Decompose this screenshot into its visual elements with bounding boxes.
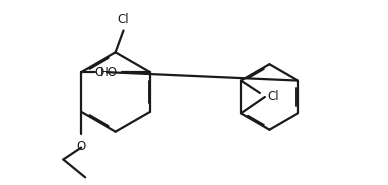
Text: HO: HO [100,66,118,79]
Text: O: O [76,140,86,153]
Text: Cl: Cl [118,14,129,26]
Text: Cl: Cl [268,90,279,103]
Text: O: O [94,66,104,79]
